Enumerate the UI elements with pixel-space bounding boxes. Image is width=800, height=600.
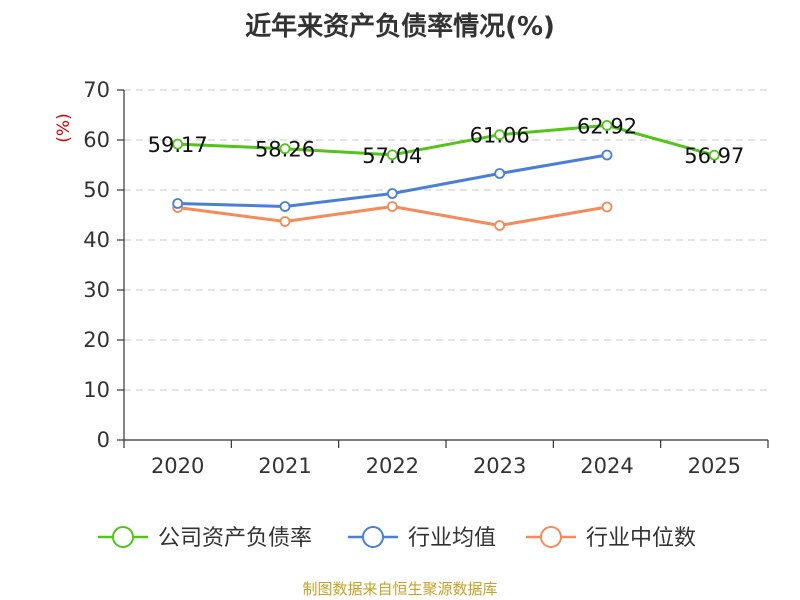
- x-tick-label: 2024: [580, 454, 633, 478]
- legend-label: 公司资产负债率: [158, 526, 312, 551]
- x-tick-label: 2023: [473, 454, 526, 478]
- y-tick-label: 0: [97, 428, 110, 452]
- y-tick-label: 60: [83, 128, 110, 152]
- data-point: [495, 169, 504, 178]
- data-label: 58.26: [255, 138, 315, 162]
- grid-lines: [124, 90, 768, 390]
- data-point: [388, 189, 397, 198]
- y-tick-label: 10: [83, 378, 110, 402]
- data-label: 57.04: [362, 144, 422, 168]
- data-point: [495, 221, 504, 230]
- data-label: 59.17: [148, 133, 208, 157]
- x-tick-label: 2022: [366, 454, 419, 478]
- data-label: 56.97: [684, 144, 744, 168]
- y-tick-label: 40: [83, 228, 110, 252]
- y-tick-label: 30: [83, 278, 110, 302]
- legend-label: 行业均值: [408, 526, 496, 551]
- data-source-note: 制图数据来自恒生聚源数据库: [0, 578, 800, 599]
- x-tick-label: 2021: [258, 454, 311, 478]
- x-tick-label: 2020: [151, 454, 204, 478]
- legend-marker: [541, 527, 561, 547]
- data-point: [603, 203, 612, 212]
- data-point: [388, 202, 397, 211]
- data-point: [281, 202, 290, 211]
- legend: 公司资产负债率 行业均值 行业中位数: [98, 526, 696, 551]
- series-group: 59.17 58.26 57.04 61.06 62.92 56.97: [148, 114, 745, 230]
- y-axis-unit-label: (%): [54, 113, 74, 142]
- legend-marker: [363, 527, 383, 547]
- data-label: 61.06: [470, 124, 530, 148]
- data-label: 62.92: [577, 114, 637, 138]
- data-point: [603, 151, 612, 160]
- y-tick-label: 50: [83, 178, 110, 202]
- legend-marker: [113, 527, 133, 547]
- legend-label: 行业中位数: [586, 526, 696, 551]
- data-point: [173, 199, 182, 208]
- y-tick-label: 70: [83, 78, 110, 102]
- y-tick-label: 20: [83, 328, 110, 352]
- x-tick-label: 2025: [688, 454, 741, 478]
- data-point: [281, 217, 290, 226]
